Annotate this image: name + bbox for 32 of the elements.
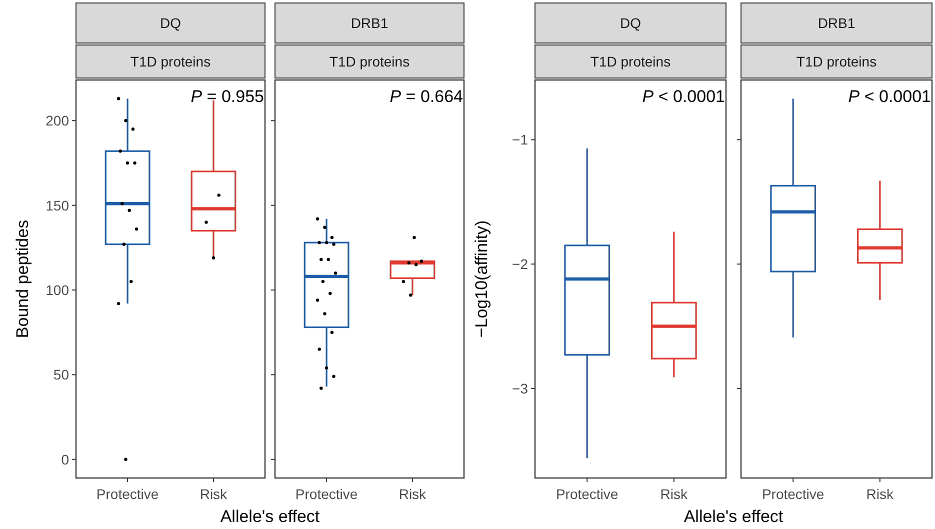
y-tick-label: 150 bbox=[46, 197, 70, 214]
x-tick-label: Risk bbox=[660, 486, 689, 502]
annotation: P = 0.664 bbox=[390, 87, 463, 106]
chart-title: DRB1 bbox=[818, 15, 856, 31]
y-tick-label: 200 bbox=[46, 112, 70, 129]
chart-subtitle: T1D proteins bbox=[130, 54, 211, 70]
annotation: P < 0.0001 bbox=[848, 87, 931, 106]
y-axis-title: −Log10(affinity) bbox=[472, 220, 491, 338]
x-tick-label: Protective bbox=[96, 486, 159, 502]
annotation: P < 0.0001 bbox=[642, 87, 725, 106]
x-tick-label: Protective bbox=[762, 486, 824, 502]
x-axis-title: Allele's effect bbox=[684, 507, 784, 526]
chart-subtitle: T1D proteins bbox=[796, 54, 877, 70]
chart-title: DRB1 bbox=[350, 15, 388, 31]
annotation: P = 0.955 bbox=[190, 87, 264, 106]
y-axis-title: Bound peptides bbox=[13, 220, 32, 338]
chart-subtitle: T1D proteins bbox=[590, 54, 671, 70]
y-tick-label: −3 bbox=[512, 380, 528, 396]
y-tick-label: −2 bbox=[512, 256, 528, 272]
x-tick-label: Risk bbox=[866, 486, 895, 502]
y-tick-label: 50 bbox=[53, 366, 70, 383]
x-tick-label: Risk bbox=[200, 486, 228, 502]
x-tick-label: Protective bbox=[556, 486, 618, 502]
x-axis-title: Allele's effect bbox=[220, 507, 320, 526]
chart-title: DQ bbox=[160, 15, 182, 31]
y-tick-label: −1 bbox=[512, 132, 528, 148]
x-tick-label: Risk bbox=[398, 486, 428, 502]
chart-title: DQ bbox=[620, 15, 642, 31]
chart-subtitle: T1D proteins bbox=[329, 54, 410, 70]
y-tick-label: 100 bbox=[46, 282, 70, 298]
x-tick-label: Protective bbox=[295, 486, 358, 502]
y-tick-label: 0 bbox=[61, 451, 70, 468]
